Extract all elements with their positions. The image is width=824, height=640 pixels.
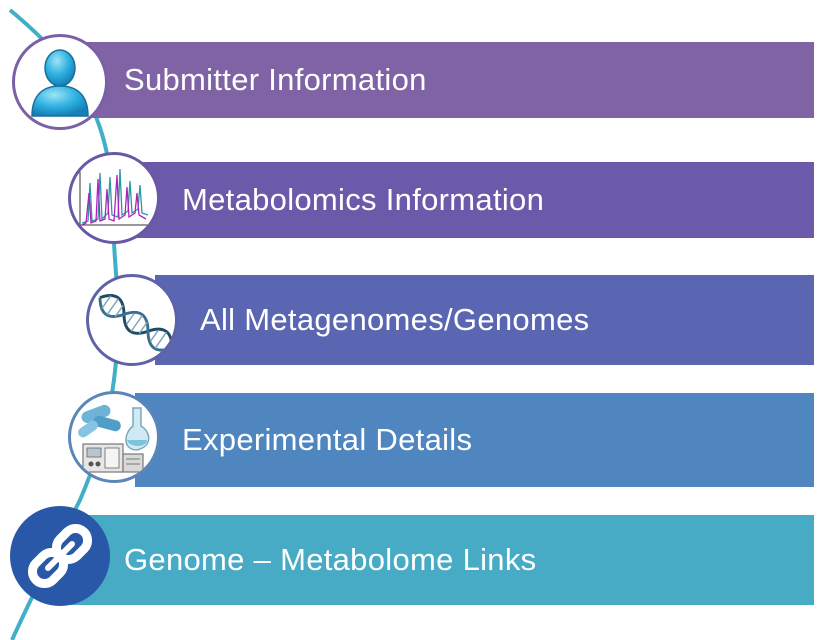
link-icon [10, 506, 110, 606]
lab-equipment-icon [68, 391, 160, 483]
step-bar-links: Genome – Metabolome Links [70, 515, 814, 605]
step-bar-experimental: Experimental Details [135, 393, 814, 487]
spectrum-icon [68, 152, 160, 244]
step-label-metabolomics: Metabolomics Information [182, 182, 545, 217]
step-label-links: Genome – Metabolome Links [124, 542, 537, 577]
step-bar-genomes: All Metagenomes/Genomes [155, 275, 814, 365]
step-label-submitter: Submitter Information [124, 62, 427, 97]
step-bar-metabolomics: Metabolomics Information [135, 162, 814, 238]
dna-icon [86, 274, 178, 366]
user-icon [12, 34, 108, 130]
step-label-genomes: All Metagenomes/Genomes [200, 302, 590, 337]
step-label-experimental: Experimental Details [182, 422, 473, 457]
step-bar-submitter: Submitter Information [70, 42, 814, 118]
